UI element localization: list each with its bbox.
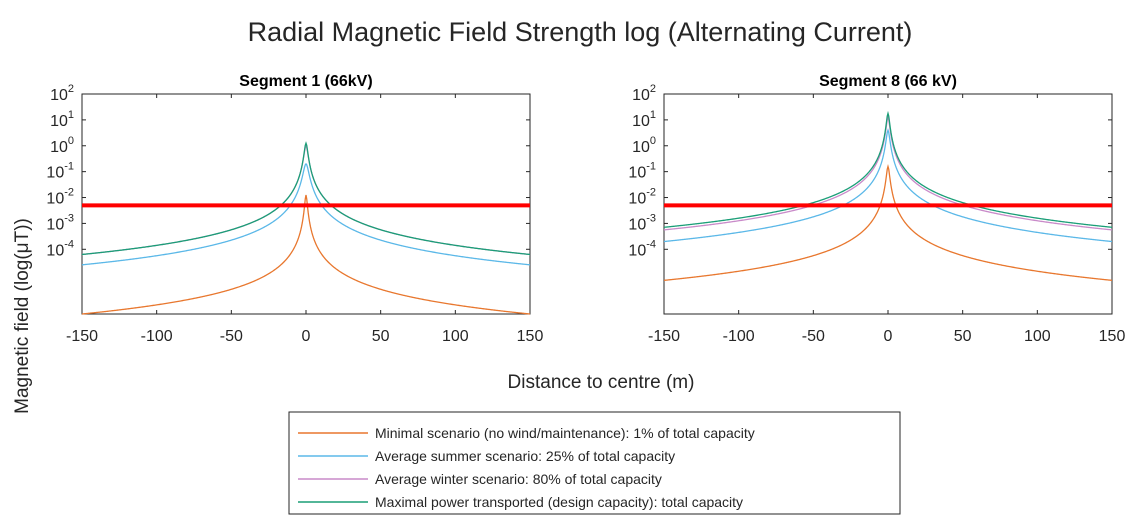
y-tick-label: 101 <box>50 109 74 130</box>
y-tick-label: 102 <box>50 83 74 104</box>
chart-title: Segment 8 (66 kV) <box>819 73 957 90</box>
legend-label: Minimal scenario (no wind/maintenance): … <box>375 425 755 441</box>
series-line-2 <box>81 162 531 266</box>
legend-entry: Average summer scenario: 25% of total ca… <box>298 448 675 464</box>
y-tick-label: 100 <box>50 135 74 156</box>
x-tick-label: 100 <box>442 328 469 345</box>
x-tick-label: 0 <box>884 328 893 345</box>
series-line-1 <box>663 163 1113 281</box>
legend-entry: Maximal power transported (design capaci… <box>298 494 743 510</box>
x-tick-label: -100 <box>141 328 173 345</box>
series-line-1 <box>81 194 531 315</box>
y-tick-label: 10-4 <box>628 238 656 259</box>
figure-title: Radial Magnetic Field Strength log (Alte… <box>248 17 913 47</box>
legend-label: Maximal power transported (design capaci… <box>375 494 743 510</box>
chart-panel-segment-1: Segment 1 (66kV) -150 -100 -50 0 50 100 150 102 1… <box>46 73 543 345</box>
y-tick-label: 10-2 <box>46 187 74 208</box>
chart-title: Segment 1 (66kV) <box>239 73 372 90</box>
series-line-4 <box>81 141 531 256</box>
series-line-4 <box>663 110 1113 228</box>
y-tick-label: 101 <box>632 109 656 130</box>
y-axis-label: Magnetic field (log(μT)) <box>12 218 33 414</box>
x-tick-label: -150 <box>648 328 680 345</box>
x-tick-label: 150 <box>517 328 544 345</box>
legend-entry: Minimal scenario (no wind/maintenance): … <box>298 425 755 441</box>
chart-panel-segment-8: Segment 8 (66 kV) -150 -100 -50 0 50 100 150 102… <box>628 73 1125 345</box>
x-axis-label: Distance to centre (m) <box>508 372 695 393</box>
x-tick-label: 50 <box>372 328 390 345</box>
legend: Minimal scenario (no wind/maintenance): … <box>288 411 901 515</box>
x-tick-label: 150 <box>1099 328 1126 345</box>
x-tick-label: 0 <box>302 328 311 345</box>
x-tick-label: -50 <box>220 328 243 345</box>
legend-label: Average summer scenario: 25% of total ca… <box>375 448 675 464</box>
y-tick-label: 10-2 <box>628 187 656 208</box>
series-line-3 <box>663 115 1113 231</box>
y-tick-label: 100 <box>632 135 656 156</box>
x-tick-label: -50 <box>802 328 825 345</box>
y-tick-label: 102 <box>632 83 656 104</box>
legend-box <box>288 411 901 515</box>
x-tick-label: 100 <box>1024 328 1051 345</box>
y-tick-label: 10-3 <box>46 212 74 233</box>
legend-entry: Average winter scenario: 80% of total ca… <box>298 471 662 487</box>
x-tick-label: -100 <box>723 328 755 345</box>
y-tick-label: 10-1 <box>628 161 656 182</box>
y-tick-label: 10-1 <box>46 161 74 182</box>
y-tick-label: 10-4 <box>46 238 74 259</box>
legend-label: Average winter scenario: 80% of total ca… <box>375 471 662 487</box>
x-tick-label: 50 <box>954 328 972 345</box>
y-tick-label: 10-3 <box>628 212 656 233</box>
series-line-2 <box>663 128 1113 243</box>
x-tick-label: -150 <box>66 328 98 345</box>
